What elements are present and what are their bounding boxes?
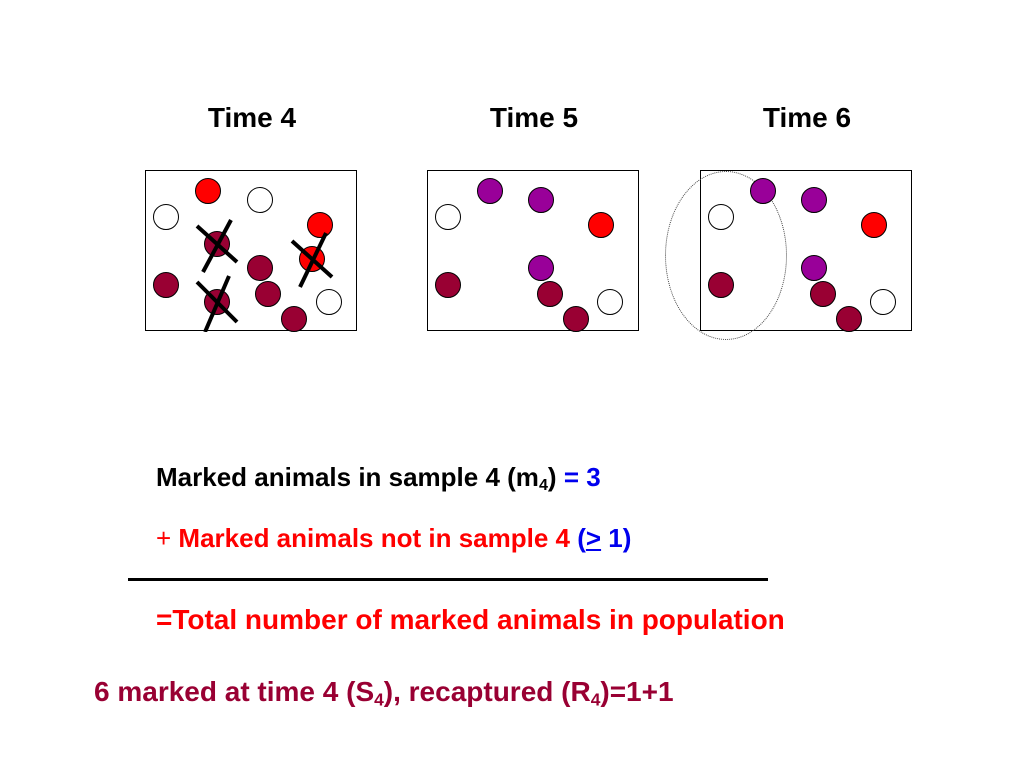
animal-dot [153, 272, 179, 298]
animal-dot [750, 178, 776, 204]
removed-cross-mark [195, 275, 239, 332]
summary-line: 6 marked at time 4 (S4), recaptured (R4)… [94, 676, 674, 708]
sample-box-time-5 [427, 170, 639, 331]
line4-sub-r: 4 [590, 689, 601, 710]
marked-in-sample-line: Marked animals in sample 4 (m4) = 3 [156, 462, 601, 493]
line1-value: = 3 [563, 462, 601, 492]
animal-dot [537, 281, 563, 307]
highlight-ellipse [665, 171, 787, 340]
sum-divider-line [128, 578, 768, 581]
animal-dot [281, 306, 307, 332]
animal-dot [435, 272, 461, 298]
line4-part-a: 6 marked at time 4 (S [94, 676, 375, 707]
line2-close: ) [622, 523, 632, 553]
line4-part-c: )=1+1 [600, 676, 674, 707]
line4-sub-s: 4 [374, 689, 384, 710]
animal-dot [588, 212, 614, 238]
animal-dot [195, 178, 221, 204]
animal-dot [836, 306, 862, 332]
animal-dot [870, 289, 896, 315]
line2-value: 1 [601, 523, 623, 553]
panel-title-time-5: Time 5 [489, 102, 579, 133]
animal-dot [708, 272, 734, 298]
removed-cross-mark [290, 232, 334, 288]
sample-box-time-4 [145, 170, 357, 331]
line2-text: Marked animals not in sample 4 [171, 523, 578, 553]
animal-dot [477, 178, 503, 204]
animal-dot [247, 255, 273, 281]
animal-dot [810, 281, 836, 307]
animal-dot [708, 204, 734, 230]
total-marked-line: =Total number of marked animals in popul… [156, 604, 785, 635]
animal-dot [528, 255, 554, 281]
animal-dot [801, 187, 827, 213]
animal-dot [255, 281, 281, 307]
line4-part-b: ), recaptured (R [383, 676, 591, 707]
ge-symbol: > [585, 523, 602, 553]
removed-cross-mark [195, 219, 239, 273]
animal-dot [153, 204, 179, 230]
line1-text: Marked animals in sample 4 (m [156, 462, 539, 492]
marked-not-in-sample-line: + Marked animals not in sample 4 (> 1) [156, 523, 631, 554]
animal-dot [435, 204, 461, 230]
plus-sign: + [156, 523, 172, 553]
animal-dot [316, 289, 342, 315]
animal-dot [247, 187, 273, 213]
line1-close: ) [547, 462, 557, 492]
line2-open: ( [577, 523, 586, 553]
animal-dot [528, 187, 554, 213]
panel-title-time-4: Time 4 [207, 102, 297, 133]
animal-dot [307, 212, 333, 238]
animal-dot [597, 289, 623, 315]
line1-subscript: 4 [538, 476, 548, 495]
animal-dot [563, 306, 589, 332]
panel-title-time-6: Time 6 [762, 102, 852, 133]
animal-dot [801, 255, 827, 281]
animal-dot [861, 212, 887, 238]
